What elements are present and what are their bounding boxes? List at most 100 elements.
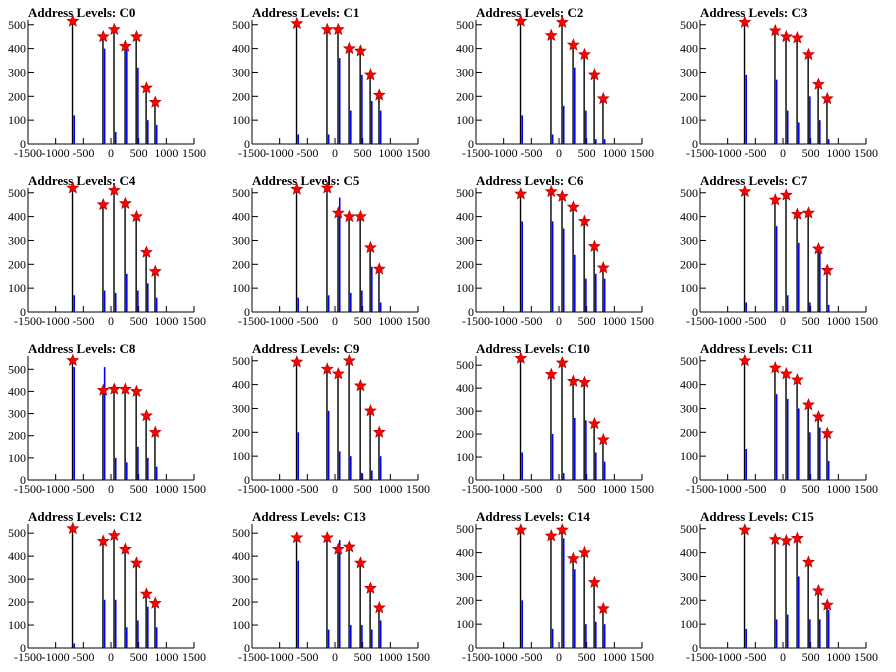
y-tick-label: 500 <box>8 362 26 376</box>
x-tick-label: -1000 <box>714 146 742 160</box>
bar-primary <box>519 193 522 312</box>
y-tick-label: 300 <box>232 233 250 247</box>
bar-primary <box>135 391 137 480</box>
x-tick-label: 0 <box>780 650 786 664</box>
bar-secondary <box>775 226 778 312</box>
y-tick-label: 500 <box>232 186 250 200</box>
bar-secondary <box>595 621 597 648</box>
peak-marker <box>129 384 143 397</box>
x-tick-label: 1000 <box>154 650 178 664</box>
y-tick-label: 0 <box>244 473 250 487</box>
bar-primary <box>337 29 339 144</box>
y-tick-label: 200 <box>8 429 26 443</box>
x-tick-label: 1500 <box>630 146 654 160</box>
bar-secondary <box>361 290 363 312</box>
bar-secondary <box>809 302 811 312</box>
bar-secondary <box>797 242 800 312</box>
bar-secondary <box>155 627 158 648</box>
bar-secondary <box>371 470 373 480</box>
bar-primary <box>145 415 147 480</box>
bar-primary <box>337 549 339 648</box>
bar-secondary <box>379 456 382 480</box>
y-tick-label: 300 <box>456 65 474 79</box>
bar-secondary <box>819 120 821 144</box>
bar-secondary <box>297 134 300 144</box>
bar-primary <box>561 362 563 480</box>
x-tick-label: -1000 <box>266 650 294 664</box>
y-tick-label: 200 <box>680 257 698 271</box>
bar-primary <box>369 247 371 312</box>
peak-marker <box>342 540 356 553</box>
x-tick-label: -500 <box>296 314 318 328</box>
bar-secondary <box>327 629 330 648</box>
bar-primary <box>817 84 819 144</box>
y-tick-label: 500 <box>680 18 698 32</box>
y-tick-label: 300 <box>8 572 26 586</box>
bar-primary <box>602 98 604 144</box>
x-tick-label: 0 <box>108 650 114 664</box>
bar-secondary <box>73 295 76 312</box>
y-tick-label: 200 <box>456 427 474 441</box>
bar-secondary <box>521 600 524 648</box>
x-tick-label: -1500 <box>238 650 266 664</box>
bar-secondary <box>103 48 106 145</box>
chart-title: Address Levels: C12 <box>28 509 142 524</box>
peak-marker <box>555 356 569 369</box>
y-tick-label: 0 <box>468 641 474 655</box>
bar-primary <box>124 46 126 145</box>
peak-marker <box>290 355 304 368</box>
peak-marker <box>342 41 356 55</box>
chart-title: Address Levels: C14 <box>476 509 590 524</box>
peak-marker <box>587 575 601 588</box>
bar-primary <box>326 188 328 312</box>
x-tick-label: -500 <box>520 314 542 328</box>
bar-primary <box>572 381 574 480</box>
x-tick-label: 1000 <box>826 146 850 160</box>
bar-secondary <box>379 302 382 312</box>
x-tick-label: -500 <box>520 146 542 160</box>
peak-marker <box>96 534 110 547</box>
peak-marker <box>129 209 143 223</box>
bar-primary <box>71 21 74 144</box>
bar-secondary <box>562 105 565 144</box>
y-tick-label: 0 <box>244 305 250 319</box>
peak-marker <box>514 14 528 27</box>
x-tick-label: 1000 <box>154 482 178 496</box>
bar-primary <box>295 189 298 312</box>
y-tick-label: 100 <box>232 281 250 295</box>
peak-marker <box>790 207 804 220</box>
bar-secondary <box>73 115 76 144</box>
y-tick-label: 100 <box>8 113 26 127</box>
peak-marker <box>342 209 356 223</box>
bar-secondary <box>103 599 106 648</box>
bar-secondary <box>349 292 352 312</box>
bar-primary <box>550 535 552 648</box>
x-tick-label: -1000 <box>714 650 742 664</box>
x-tick-label: 0 <box>108 146 114 160</box>
bar-secondary <box>797 408 800 480</box>
x-tick-label: -500 <box>744 146 766 160</box>
y-tick-label: 500 <box>456 522 474 536</box>
y-tick-label: 0 <box>692 473 698 487</box>
peak-marker <box>331 367 345 380</box>
peak-marker <box>363 581 377 594</box>
bar-primary <box>326 537 328 648</box>
bar-secondary <box>297 432 300 480</box>
bar-primary <box>348 546 350 648</box>
chart-title: Address Levels: C9 <box>252 341 360 356</box>
bar-secondary <box>786 110 789 144</box>
peak-marker <box>96 197 110 211</box>
bar-secondary <box>327 410 330 480</box>
y-tick-label: 400 <box>456 42 474 56</box>
x-tick-label: -1000 <box>714 314 742 328</box>
peak-marker <box>555 15 569 28</box>
peak-marker <box>779 29 793 43</box>
x-tick-label: -1000 <box>714 482 742 496</box>
x-tick-label: -1500 <box>686 482 714 496</box>
x-tick-label: 0 <box>332 650 338 664</box>
x-tick-label: 1000 <box>826 482 850 496</box>
x-tick-label: 1000 <box>602 314 626 328</box>
chart-panel: Address Levels: C60100200300400500-1500-… <box>456 173 654 328</box>
y-tick-label: 300 <box>8 233 26 247</box>
peak-marker <box>514 351 528 364</box>
